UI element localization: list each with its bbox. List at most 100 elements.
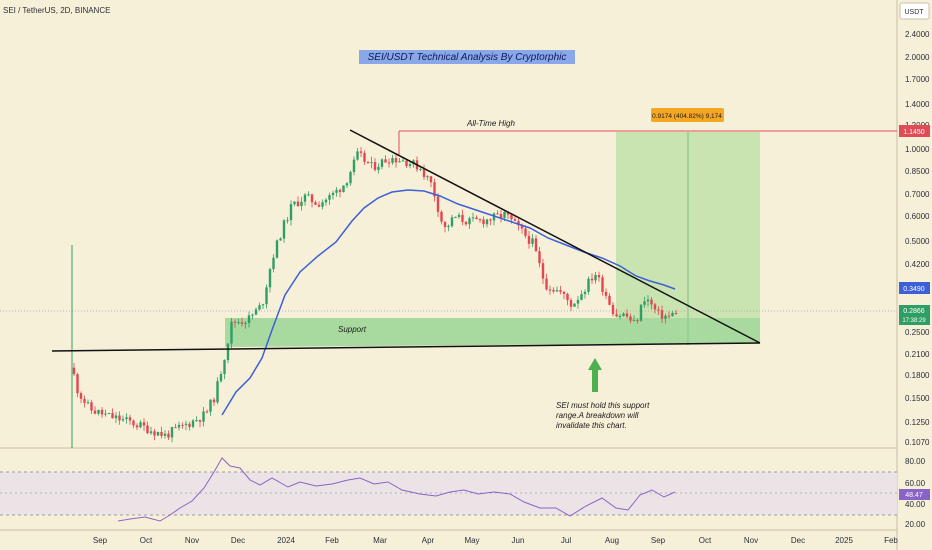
candle-body xyxy=(478,219,482,221)
candle-body xyxy=(384,159,387,163)
candle-body xyxy=(653,304,657,310)
candle-body xyxy=(212,399,216,403)
current-price-label: 0.2866 xyxy=(903,308,925,315)
candle-body xyxy=(380,159,384,167)
rsi-tick-label: 60.00 xyxy=(905,479,926,488)
candle-body xyxy=(219,374,223,382)
candle-body xyxy=(471,217,475,219)
price-tick-label: 0.2500 xyxy=(905,328,930,337)
candle-body xyxy=(72,367,76,375)
candle-body xyxy=(293,201,296,205)
ma-price-tag xyxy=(899,282,930,294)
time-tick-label: Oct xyxy=(140,536,153,545)
candle-body xyxy=(615,314,618,317)
candle-body xyxy=(363,152,366,162)
candle-body xyxy=(671,312,674,317)
candle-body xyxy=(580,294,583,300)
candle-body xyxy=(517,220,520,226)
candle-body xyxy=(359,151,363,153)
candle-body xyxy=(118,415,121,421)
candle-body xyxy=(223,360,226,375)
candle-body xyxy=(510,214,513,220)
candle-body xyxy=(356,151,359,160)
candle-body xyxy=(268,269,272,288)
candle-body xyxy=(450,217,454,227)
candle-body xyxy=(265,287,268,305)
candle-body xyxy=(629,316,632,321)
candle-body xyxy=(195,420,198,422)
candle-body xyxy=(447,226,450,228)
candle-body xyxy=(83,398,86,403)
candle-body xyxy=(79,393,83,399)
note-line-2: range.A breakdown will xyxy=(556,411,639,420)
candle-body xyxy=(97,409,100,414)
candle-body xyxy=(436,196,440,212)
candle-body xyxy=(352,159,356,172)
candle-body xyxy=(149,431,153,434)
rsi-band xyxy=(0,472,897,515)
symbol-header[interactable]: SEI / TetherUS, 2D, BINANCE xyxy=(3,6,110,15)
candle-body xyxy=(475,217,478,220)
candle-body xyxy=(398,161,401,163)
candle-body xyxy=(310,194,314,203)
candle-body xyxy=(401,160,405,162)
ath-price-label: 1.1450 xyxy=(903,129,925,136)
candle-body xyxy=(254,309,258,315)
candle-body xyxy=(156,431,160,436)
candles-layer xyxy=(72,147,678,443)
candle-body xyxy=(632,320,636,322)
time-tick-label: 2024 xyxy=(277,536,295,545)
support-trendline xyxy=(51,342,761,352)
candle-body xyxy=(408,164,412,167)
candle-body xyxy=(636,320,639,322)
candle-body xyxy=(153,431,156,436)
candle-body xyxy=(503,211,506,218)
rsi-tick-label: 20.00 xyxy=(905,520,926,529)
time-tick-label: Dec xyxy=(231,536,245,545)
candle-body xyxy=(345,183,349,186)
candle-body xyxy=(300,201,303,206)
candle-body xyxy=(198,420,202,422)
candle-body xyxy=(237,322,240,324)
currency-badge[interactable] xyxy=(899,2,930,20)
chart-title: SEI/USDT Technical Analysis By Cryptorph… xyxy=(368,52,567,63)
candle-body xyxy=(139,422,142,428)
price-tick-label: 0.6000 xyxy=(905,212,930,221)
candle-body xyxy=(639,304,643,321)
candle-body xyxy=(667,315,671,317)
time-axis[interactable]: Sep Oct Nov Dec 2024 Feb Mar Apr May Jun Jul Aug Sep… xyxy=(93,536,899,545)
candle-body xyxy=(461,214,464,222)
candle-body xyxy=(527,235,531,244)
candle-body xyxy=(513,219,517,221)
rsi-axis[interactable]: 80.00 60.00 40.00 20.00 xyxy=(905,457,926,529)
candle-body xyxy=(132,420,135,426)
candle-body xyxy=(258,305,261,310)
candle-body xyxy=(576,299,580,304)
ath-annotation: All-Time High xyxy=(466,119,515,128)
candle-body xyxy=(286,220,289,222)
candle-body xyxy=(657,309,660,311)
time-tick-label: Jul xyxy=(561,536,571,545)
price-tick-label: 0.2100 xyxy=(905,350,930,359)
time-tick-label: Feb xyxy=(325,536,339,545)
time-tick-label: Aug xyxy=(605,536,619,545)
candle-body xyxy=(146,425,149,434)
candle-body xyxy=(321,202,324,207)
candle-body xyxy=(279,238,282,241)
candle-body xyxy=(664,315,667,319)
candle-body xyxy=(422,169,426,177)
candle-body xyxy=(181,424,184,426)
price-tick-label: 0.7000 xyxy=(905,190,930,199)
candle-body xyxy=(674,312,678,314)
candle-body xyxy=(170,427,174,438)
measure-label: 0.9174 (404.82%) 9,174 xyxy=(652,113,722,120)
candle-body xyxy=(454,216,457,218)
candle-body xyxy=(485,219,489,225)
candle-body xyxy=(426,176,429,178)
candle-body xyxy=(562,291,566,294)
candle-body xyxy=(457,214,461,217)
candle-body xyxy=(531,238,534,244)
